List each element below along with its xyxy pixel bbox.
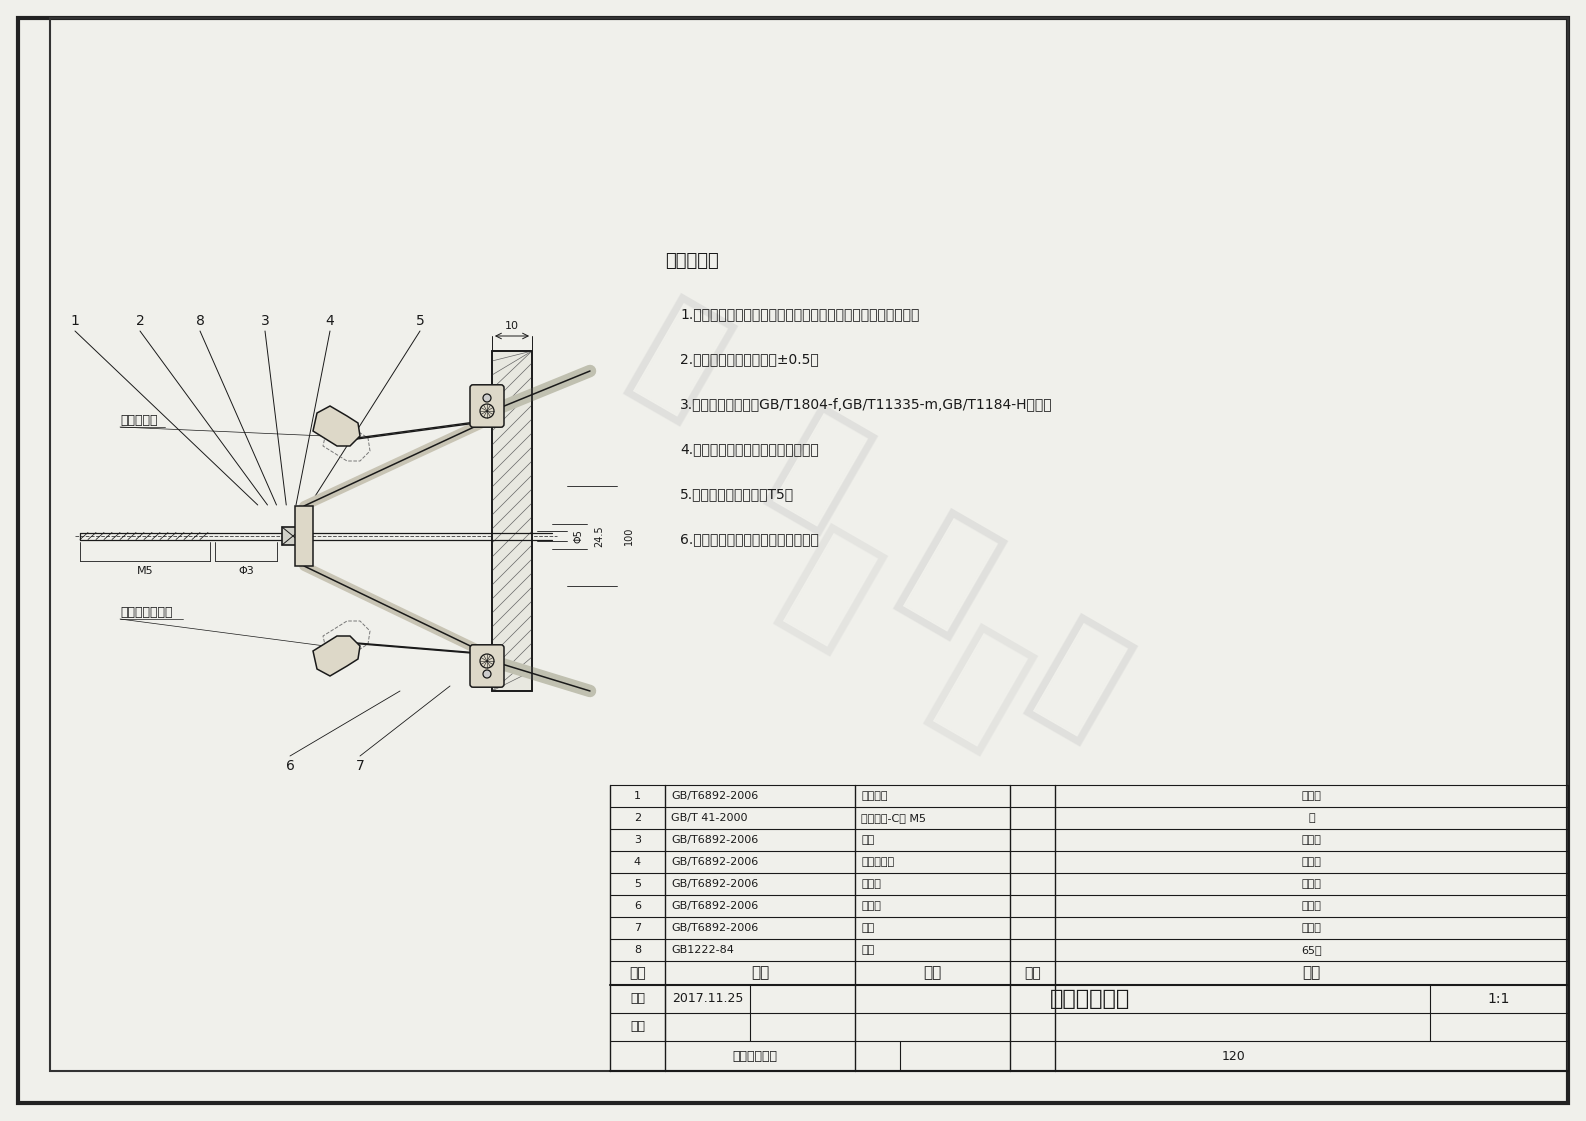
- FancyBboxPatch shape: [469, 385, 504, 427]
- Text: 1: 1: [70, 314, 79, 328]
- Text: 技: 技: [914, 617, 1047, 766]
- Text: 3: 3: [260, 314, 270, 328]
- Text: 5: 5: [634, 879, 641, 889]
- Text: GB/T6892-2006: GB/T6892-2006: [671, 879, 758, 889]
- Circle shape: [484, 670, 492, 678]
- Text: 伸缩杆: 伸缩杆: [861, 879, 880, 889]
- Text: 数量: 数量: [1025, 966, 1040, 980]
- Text: 技术要求：: 技术要求：: [665, 252, 718, 270]
- Text: 铝合金: 铝合金: [1302, 835, 1321, 845]
- Text: 65钓: 65钓: [1301, 945, 1321, 955]
- Text: Φ3: Φ3: [238, 566, 254, 576]
- Text: 8: 8: [195, 314, 205, 328]
- Circle shape: [484, 393, 492, 402]
- Text: 活动连接块: 活动连接块: [861, 856, 895, 867]
- Text: GB/T6892-2006: GB/T6892-2006: [671, 923, 758, 933]
- Text: 8: 8: [634, 945, 641, 955]
- Text: 7: 7: [355, 759, 365, 773]
- Text: 1: 1: [634, 791, 641, 802]
- Text: 序号: 序号: [630, 966, 646, 980]
- Text: 5.铝合金零件热处理：T5。: 5.铝合金零件热处理：T5。: [680, 487, 795, 501]
- Text: 材料: 材料: [1302, 965, 1321, 981]
- Text: 铝合金: 铝合金: [1302, 923, 1321, 933]
- Text: 研: 研: [753, 396, 887, 546]
- Text: 卡钉: 卡钉: [861, 835, 874, 845]
- Text: Φ5: Φ5: [574, 529, 584, 543]
- Text: 4.零件锐角倒魂；去除毛刺、飞边。: 4.零件锐角倒魂；去除毛刺、飞边。: [680, 442, 818, 456]
- Text: 铝合金: 铝合金: [1302, 901, 1321, 911]
- Text: 自动夹紧装置: 自动夹紧装置: [1050, 989, 1131, 1009]
- Text: 用強力弹簧夹紧: 用強力弹簧夹紧: [121, 606, 173, 620]
- Text: 制图: 制图: [631, 992, 646, 1006]
- Polygon shape: [312, 406, 360, 446]
- Text: 名称: 名称: [923, 965, 942, 981]
- Text: 6: 6: [634, 901, 641, 911]
- Bar: [282, 527, 305, 545]
- Text: 10: 10: [504, 321, 519, 331]
- Bar: [492, 351, 531, 691]
- Text: 4: 4: [325, 314, 335, 328]
- Text: GB/T 41-2000: GB/T 41-2000: [671, 813, 747, 823]
- Text: M5: M5: [136, 566, 154, 576]
- Text: 铝合金: 铝合金: [1302, 856, 1321, 867]
- Text: 校核: 校核: [631, 1020, 646, 1034]
- Text: 夹: 夹: [614, 286, 745, 436]
- Text: 重庆夹研科技: 重庆夹研科技: [733, 1049, 777, 1063]
- Text: 2: 2: [634, 813, 641, 823]
- Text: GB/T6892-2006: GB/T6892-2006: [671, 856, 758, 867]
- Text: GB/T6892-2006: GB/T6892-2006: [671, 791, 758, 802]
- Text: 7: 7: [634, 923, 641, 933]
- Text: 120: 120: [1223, 1049, 1247, 1063]
- Text: GB/T6892-2006: GB/T6892-2006: [671, 835, 758, 845]
- Polygon shape: [312, 636, 360, 676]
- Polygon shape: [295, 506, 312, 566]
- Text: GB1222-84: GB1222-84: [671, 945, 734, 955]
- Text: 连接板: 连接板: [861, 901, 880, 911]
- Text: 4: 4: [634, 856, 641, 867]
- Text: 铝合金: 铝合金: [1302, 791, 1321, 802]
- Text: 钓: 钓: [1308, 813, 1315, 823]
- Text: 六角螺母-C级 M5: 六角螺母-C级 M5: [861, 813, 926, 823]
- Text: 2: 2: [136, 314, 144, 328]
- Text: 弹簧: 弹簧: [861, 945, 874, 955]
- Text: 科: 科: [883, 501, 1017, 651]
- Text: 3.零件未注公差按照GB/T1804-f,GB/T11335-m,GB/T1184-H执行。: 3.零件未注公差按照GB/T1804-f,GB/T11335-m,GB/T118…: [680, 397, 1053, 411]
- Text: 24.5: 24.5: [595, 525, 604, 547]
- Text: 100: 100: [623, 527, 634, 545]
- Text: 6.装配松紧适度，不能有卡死现象。: 6.装配松紧适度，不能有卡死现象。: [680, 532, 818, 546]
- Text: 标准: 标准: [750, 965, 769, 981]
- Bar: [492, 351, 531, 691]
- Text: 2017.11.25: 2017.11.25: [672, 992, 744, 1006]
- FancyBboxPatch shape: [469, 645, 504, 687]
- Text: 基板: 基板: [861, 923, 874, 933]
- Text: 技: 技: [1013, 606, 1147, 756]
- Text: 驱动螺杆: 驱动螺杆: [861, 791, 888, 802]
- Text: 5: 5: [416, 314, 425, 328]
- Text: 铝合金: 铝合金: [1302, 879, 1321, 889]
- Text: 3: 3: [634, 835, 641, 845]
- Text: 科: 科: [764, 516, 896, 666]
- Text: 2.零件未注尺寸允许偏差±0.5。: 2.零件未注尺寸允许偏差±0.5。: [680, 352, 818, 365]
- Text: 1.零件不能有变形、裂纹等缺陷，零件表面不能有划痕、擦伤。: 1.零件不能有变形、裂纹等缺陷，零件表面不能有划痕、擦伤。: [680, 307, 920, 321]
- Text: 6: 6: [285, 759, 295, 773]
- Text: 1:1: 1:1: [1488, 992, 1510, 1006]
- Text: GB/T6892-2006: GB/T6892-2006: [671, 901, 758, 911]
- Text: 用凸轮松开: 用凸轮松开: [121, 415, 157, 427]
